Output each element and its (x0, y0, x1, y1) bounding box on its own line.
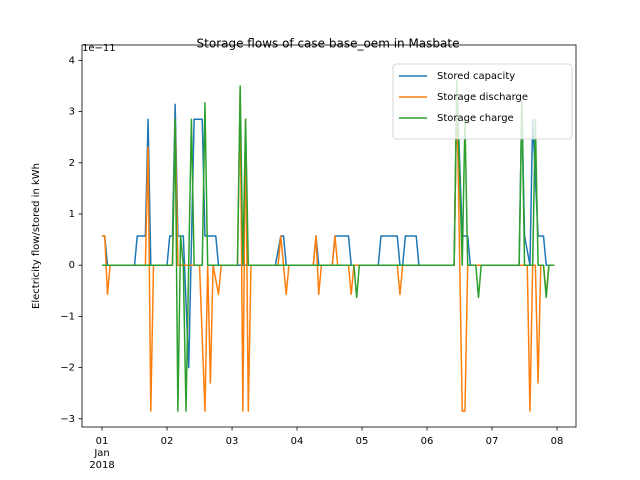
axes-frame (81, 44, 577, 428)
x-tick-sublabel: Jan (93, 448, 109, 459)
legend-label: Stored capacity (437, 71, 515, 82)
x-tick-sublabel: 2018 (89, 460, 114, 471)
x-tick-label: 05 (356, 436, 369, 447)
y-axis-label: Electricity flow/stored in kWh (31, 163, 42, 309)
plot-area (102, 80, 555, 412)
y-tick-label: −1 (60, 311, 75, 322)
y-tick-label: 1 (69, 209, 75, 220)
x-tick-label: 04 (291, 436, 304, 447)
legend-label: Storage discharge (437, 92, 528, 103)
legend-label: Storage charge (437, 113, 514, 124)
y-offset-label: 1e−11 (82, 43, 116, 54)
y-tick-label: 4 (69, 55, 75, 66)
chart-title: Storage flows of case base_oem in Masbat… (197, 37, 460, 51)
legend-box (392, 63, 573, 140)
y-tick-label: −3 (60, 414, 75, 425)
y-tick-label: 0 (69, 260, 75, 271)
x-tick-label: 06 (421, 436, 434, 447)
series-line (102, 80, 555, 412)
y-tick-label: 3 (69, 107, 75, 118)
x-tick-label: 01 (96, 436, 109, 447)
x-tick-label: 02 (161, 436, 174, 447)
x-tick-label: 08 (551, 436, 564, 447)
y-tick-label: 2 (69, 158, 75, 169)
x-tick-label: 07 (486, 436, 499, 447)
y-tick-label: −2 (60, 363, 75, 374)
x-tick-label: 03 (226, 436, 239, 447)
